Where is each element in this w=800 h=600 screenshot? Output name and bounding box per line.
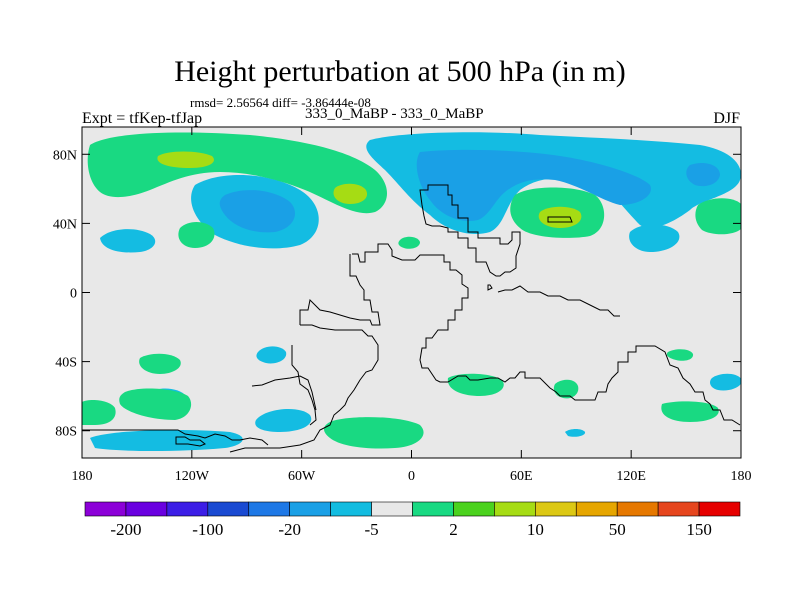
plot-title: Height perturbation at 500 hPa (in m): [174, 55, 626, 88]
colorbar-label: -200: [110, 520, 141, 539]
season-label: DJF: [713, 110, 740, 127]
contour-south-atlantic-green: [324, 417, 424, 449]
contour-core-siberia: [686, 163, 720, 187]
colorbar-swatch: [535, 501, 577, 517]
x-tick-label: 180: [72, 469, 93, 484]
y-tick-label: 40S: [55, 356, 77, 371]
y-tick-label: 40N: [53, 217, 77, 232]
coastline-antarctic-inlet: [175, 436, 206, 447]
coastline-southern-cape: [251, 375, 317, 411]
contour-pacific-small: [100, 229, 156, 253]
contour-south-pacific-d: [119, 388, 192, 420]
contour-sahara: [398, 236, 420, 249]
case-label: 333_0_MaBP - 333_0_MaBP: [305, 106, 484, 122]
y-tick-label: 80N: [53, 148, 77, 163]
colorbar-label: -100: [192, 520, 223, 539]
rmsd-diff-label: rmsd= 2.56564 diff= -3.86444e-08: [190, 95, 371, 110]
contour-south-africa: [447, 373, 504, 396]
map-field: [82, 127, 741, 458]
contour-far-south-pacific: [82, 400, 116, 425]
contour-east-asia: [629, 224, 680, 252]
experiment-label: Expt = tfKep-tfJap: [82, 110, 203, 127]
colorbar-swatch: [616, 501, 659, 517]
y-tick-label: 0: [70, 287, 77, 302]
colorbar-swatch: [248, 501, 290, 517]
x-axis: 180 120W 60W 0 60E 120E 180: [72, 127, 752, 484]
coastlines: [82, 184, 741, 453]
coastline-patagonia: [291, 345, 317, 426]
colorbar: -200 -100 -20 -5 2 10 50 150: [84, 501, 741, 539]
colorbar-swatch: [125, 501, 168, 517]
contour-core-north-atlantic: [416, 149, 651, 221]
contour-mid-pacific: [178, 222, 215, 248]
colorbar-label: -20: [278, 520, 301, 539]
coastline-india: [547, 216, 573, 223]
x-tick-label: 60W: [288, 469, 316, 484]
colorbar-label: 2: [449, 520, 458, 539]
x-tick-label: 0: [408, 469, 415, 484]
colorbar-label: 10: [527, 520, 544, 539]
colorbar-label: 150: [686, 520, 712, 539]
contour-max-arctic: [157, 151, 214, 168]
contour-core-north-pacific: [219, 190, 295, 233]
x-tick-label: 180: [731, 469, 752, 484]
colorbar-swatch: [698, 501, 741, 517]
contour-max-north-atlantic: [333, 183, 368, 204]
contour-south-indian: [565, 429, 586, 437]
y-axis: 80N 40N 0 40S 80S: [53, 148, 741, 440]
colorbar-label: -5: [364, 520, 378, 539]
colorbar-swatch: [84, 501, 127, 517]
contour-australia: [666, 349, 694, 361]
colorbar-swatch: [289, 501, 331, 517]
colorbar-swatch: [412, 501, 454, 517]
contour-south-indian-green: [553, 379, 579, 399]
colorbar-swatch: [657, 501, 700, 517]
x-tick-label: 60E: [510, 469, 533, 484]
colorbar-swatch: [575, 501, 618, 517]
coastline-central-america: [299, 254, 381, 326]
colorbar-swatch: [166, 501, 209, 517]
contour-south-atlantic: [255, 408, 312, 432]
coastline-south-america: [229, 324, 379, 453]
colorbar-swatch: [453, 501, 495, 517]
x-tick-label: 120E: [616, 469, 646, 484]
contour-southern-ocean: [90, 430, 243, 451]
coastline-north-atlantic: [419, 184, 521, 277]
coastline-antarctica: [82, 429, 269, 446]
contour-south-pacific-c: [139, 353, 181, 374]
contour-south-pacific-a: [256, 346, 287, 364]
coastline-arabia: [497, 285, 620, 317]
contour-south-indian-band: [661, 401, 719, 422]
coastline-mediterranean: [487, 284, 493, 291]
colorbar-swatch: [371, 501, 413, 517]
coastline-north-america: [352, 243, 741, 426]
contour-indian-ocean: [710, 373, 741, 391]
x-tick-label: 120W: [175, 469, 210, 484]
colorbar-swatch: [330, 501, 372, 517]
contour-arctic-pacific: [87, 132, 388, 214]
colorbar-swatch: [494, 501, 536, 517]
colorbar-swatch: [207, 501, 250, 517]
colorbar-label: 50: [609, 520, 626, 539]
y-tick-label: 80S: [55, 425, 77, 440]
contour-east-asia-green: [695, 198, 741, 235]
